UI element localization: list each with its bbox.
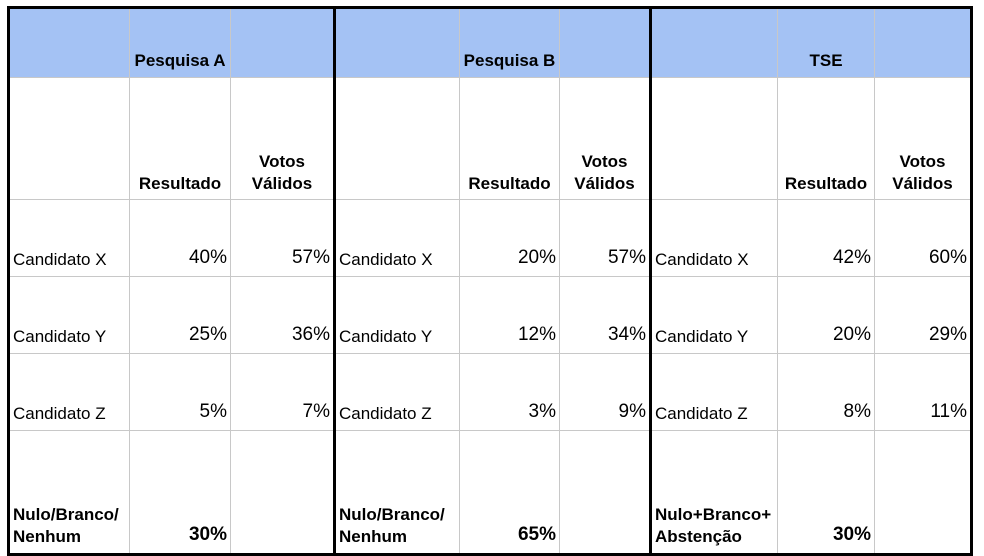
header-blank-cell [230, 6, 336, 78]
table-row-candidato-x: Candidato X 40% 57% Candidato X 20% 57% … [7, 199, 973, 277]
subheader-votos-validos: Votos Válidos [874, 77, 973, 200]
nulo-blank-cell [874, 430, 973, 556]
subheader-blank-cell [649, 77, 778, 200]
votos-validos-cell: 60% [874, 199, 973, 277]
votos-validos-cell: 34% [559, 276, 652, 354]
subheader-votos-line1: Votos [259, 151, 305, 171]
subheader-blank-cell [7, 77, 130, 200]
table-row-candidato-y: Candidato Y 25% 36% Candidato Y 12% 34% … [7, 276, 973, 354]
votos-validos-cell: 57% [559, 199, 652, 277]
poll-comparison-table: Pesquisa A Pesquisa B TSE Resultado Voto… [7, 6, 973, 556]
resultado-cell: 40% [129, 199, 231, 277]
subheader-votos-validos: Votos Válidos [230, 77, 336, 200]
nulo-label-line2: Nenhum [339, 526, 407, 546]
votos-validos-cell: 36% [230, 276, 336, 354]
nulo-blank-cell [559, 430, 652, 556]
candidate-label: Candidato X [333, 199, 460, 277]
subheader-votos-line2: Válidos [251, 173, 313, 193]
header-blank-cell [649, 6, 778, 78]
votos-validos-cell: 29% [874, 276, 973, 354]
candidate-label: Candidato Y [333, 276, 460, 354]
candidate-label: Candidato Z [7, 353, 130, 431]
subheader-resultado: Resultado [777, 77, 875, 200]
subheader-votos-line2: Válidos [892, 173, 953, 193]
nulo-resultado-cell: 30% [777, 430, 875, 556]
nulo-label-line2: Nenhum [13, 526, 81, 546]
comparison-table-container: Pesquisa A Pesquisa B TSE Resultado Voto… [7, 6, 973, 556]
candidate-label: Candidato X [649, 199, 778, 277]
header-pesquisa-b: Pesquisa B [459, 6, 560, 78]
subheader-votos-line2: Válidos [574, 173, 635, 193]
votos-validos-cell: 57% [230, 199, 336, 277]
candidate-label: Candidato Y [649, 276, 778, 354]
header-blank-cell [874, 6, 973, 78]
subheader-resultado: Resultado [459, 77, 560, 200]
votos-validos-cell: 7% [230, 353, 336, 431]
resultado-cell: 42% [777, 199, 875, 277]
nulo-label: Nulo/Branco/ Nenhum [333, 430, 460, 556]
header-blank-cell [7, 6, 130, 78]
resultado-cell: 20% [459, 199, 560, 277]
resultado-cell: 5% [129, 353, 231, 431]
nulo-label: Nulo+Branco+ Abstenção [649, 430, 778, 556]
votos-validos-cell: 9% [559, 353, 652, 431]
nulo-resultado-cell: 30% [129, 430, 231, 556]
subheader-votos-line1: Votos [899, 151, 946, 171]
candidate-label: Candidato X [7, 199, 130, 277]
votos-validos-cell: 11% [874, 353, 973, 431]
header-blank-cell [333, 6, 460, 78]
subheader-row: Resultado Votos Válidos Resultado Votos … [7, 77, 973, 200]
nulo-resultado-cell: 65% [459, 430, 560, 556]
header-tse: TSE [777, 6, 875, 78]
subheader-votos-validos: Votos Válidos [559, 77, 652, 200]
resultado-cell: 20% [777, 276, 875, 354]
resultado-cell: 25% [129, 276, 231, 354]
resultado-cell: 8% [777, 353, 875, 431]
table-row-candidato-z: Candidato Z 5% 7% Candidato Z 3% 9% Cand… [7, 353, 973, 431]
subheader-votos-line1: Votos [581, 151, 628, 171]
resultado-cell: 3% [459, 353, 560, 431]
nulo-label: Nulo/Branco/ Nenhum [7, 430, 130, 556]
nulo-label-line1: Nulo/Branco/ [339, 504, 445, 524]
candidate-label: Candidato Z [333, 353, 460, 431]
resultado-cell: 12% [459, 276, 560, 354]
candidate-label: Candidato Y [7, 276, 130, 354]
header-blank-cell [559, 6, 652, 78]
table-row-nulo: Nulo/Branco/ Nenhum 30% Nulo/Branco/ Nen… [7, 430, 973, 556]
subheader-blank-cell [333, 77, 460, 200]
nulo-label-line2: Abstenção [655, 526, 742, 546]
subheader-resultado: Resultado [129, 77, 231, 200]
nulo-label-line1: Nulo/Branco/ [13, 504, 119, 524]
nulo-label-line1: Nulo+Branco+ [655, 504, 772, 524]
header-row: Pesquisa A Pesquisa B TSE [7, 6, 973, 78]
nulo-blank-cell [230, 430, 336, 556]
candidate-label: Candidato Z [649, 353, 778, 431]
header-pesquisa-a: Pesquisa A [129, 6, 231, 78]
